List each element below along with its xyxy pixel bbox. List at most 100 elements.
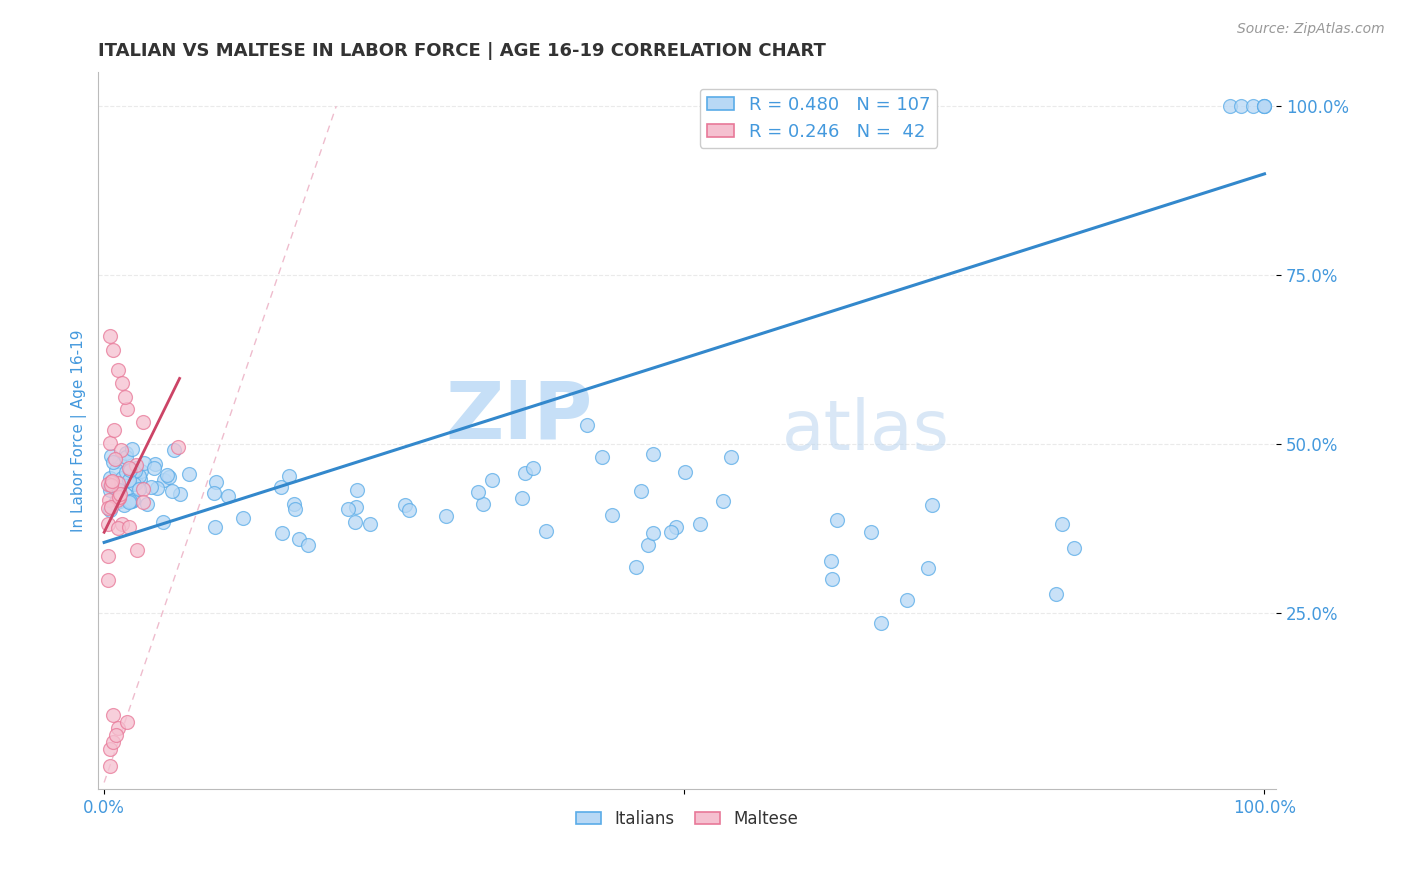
Point — [1253, 99, 1275, 113]
Point — [104, 451, 127, 466]
Point — [100, 478, 122, 492]
Point — [142, 461, 165, 475]
Point — [121, 493, 143, 508]
Point — [103, 707, 125, 722]
Point — [643, 447, 665, 461]
Point — [166, 440, 188, 454]
Point — [117, 714, 139, 729]
Point — [1253, 99, 1275, 113]
Point — [344, 500, 367, 515]
Point — [283, 497, 305, 511]
Point — [630, 483, 652, 498]
Point — [97, 573, 120, 587]
Point — [100, 500, 122, 514]
Point — [510, 491, 533, 506]
Point — [1050, 516, 1073, 531]
Point — [110, 376, 132, 391]
Point — [122, 464, 145, 478]
Point — [711, 494, 734, 508]
Point — [115, 401, 138, 416]
Point — [98, 479, 121, 493]
Point — [98, 471, 121, 485]
Point — [125, 476, 148, 491]
Point — [108, 487, 131, 501]
Point — [673, 465, 696, 479]
Text: ITALIAN VS MALTESE IN LABOR FORCE | AGE 16-19 CORRELATION CHART: ITALIAN VS MALTESE IN LABOR FORCE | AGE … — [98, 42, 827, 60]
Point — [98, 741, 121, 756]
Point — [204, 475, 226, 490]
Text: atlas: atlas — [782, 397, 949, 465]
Point — [917, 561, 939, 575]
Point — [98, 329, 121, 343]
Point — [467, 485, 489, 500]
Point — [522, 460, 544, 475]
Point — [125, 542, 148, 557]
Point — [128, 483, 150, 497]
Point — [157, 470, 180, 484]
Point — [481, 473, 503, 487]
Point — [860, 524, 883, 539]
Point — [132, 482, 155, 496]
Point — [1045, 587, 1067, 601]
Point — [105, 493, 128, 508]
Point — [297, 538, 319, 552]
Point — [132, 494, 155, 508]
Point — [472, 497, 495, 511]
Point — [114, 390, 136, 404]
Point — [97, 477, 120, 491]
Point — [98, 502, 121, 516]
Point — [160, 483, 183, 498]
Point — [104, 481, 127, 495]
Point — [117, 461, 139, 475]
Point — [97, 516, 120, 531]
Point — [398, 503, 420, 517]
Point — [107, 476, 129, 491]
Point — [139, 480, 162, 494]
Point — [114, 450, 136, 465]
Point — [107, 520, 129, 534]
Legend: Italians, Maltese: Italians, Maltese — [569, 804, 804, 835]
Point — [827, 513, 849, 527]
Point — [643, 525, 665, 540]
Point — [135, 497, 157, 511]
Point — [204, 520, 226, 534]
Point — [163, 443, 186, 458]
Point — [108, 493, 131, 508]
Point — [103, 455, 125, 469]
Point — [104, 728, 127, 742]
Point — [112, 498, 135, 512]
Point — [1063, 541, 1085, 555]
Point — [270, 480, 292, 494]
Point — [659, 525, 682, 540]
Point — [821, 572, 844, 586]
Point — [107, 363, 129, 377]
Point — [98, 758, 121, 772]
Point — [820, 554, 842, 568]
Point — [896, 593, 918, 607]
Point — [117, 520, 139, 534]
Point — [515, 467, 537, 481]
Point — [152, 515, 174, 529]
Y-axis label: In Labor Force | Age 16-19: In Labor Force | Age 16-19 — [72, 329, 87, 532]
Point — [132, 415, 155, 429]
Point — [97, 501, 120, 516]
Point — [129, 464, 152, 478]
Point — [271, 526, 294, 541]
Point — [1253, 99, 1275, 113]
Point — [156, 468, 179, 483]
Point — [336, 501, 359, 516]
Point — [114, 487, 136, 501]
Point — [146, 481, 169, 495]
Point — [637, 538, 659, 552]
Point — [343, 515, 366, 529]
Point — [169, 487, 191, 501]
Point — [921, 498, 943, 512]
Point — [118, 494, 141, 508]
Point — [359, 517, 381, 532]
Point — [107, 454, 129, 468]
Point — [98, 436, 121, 450]
Point — [98, 493, 121, 508]
Point — [100, 475, 122, 490]
Point — [105, 463, 128, 477]
Point — [118, 474, 141, 488]
